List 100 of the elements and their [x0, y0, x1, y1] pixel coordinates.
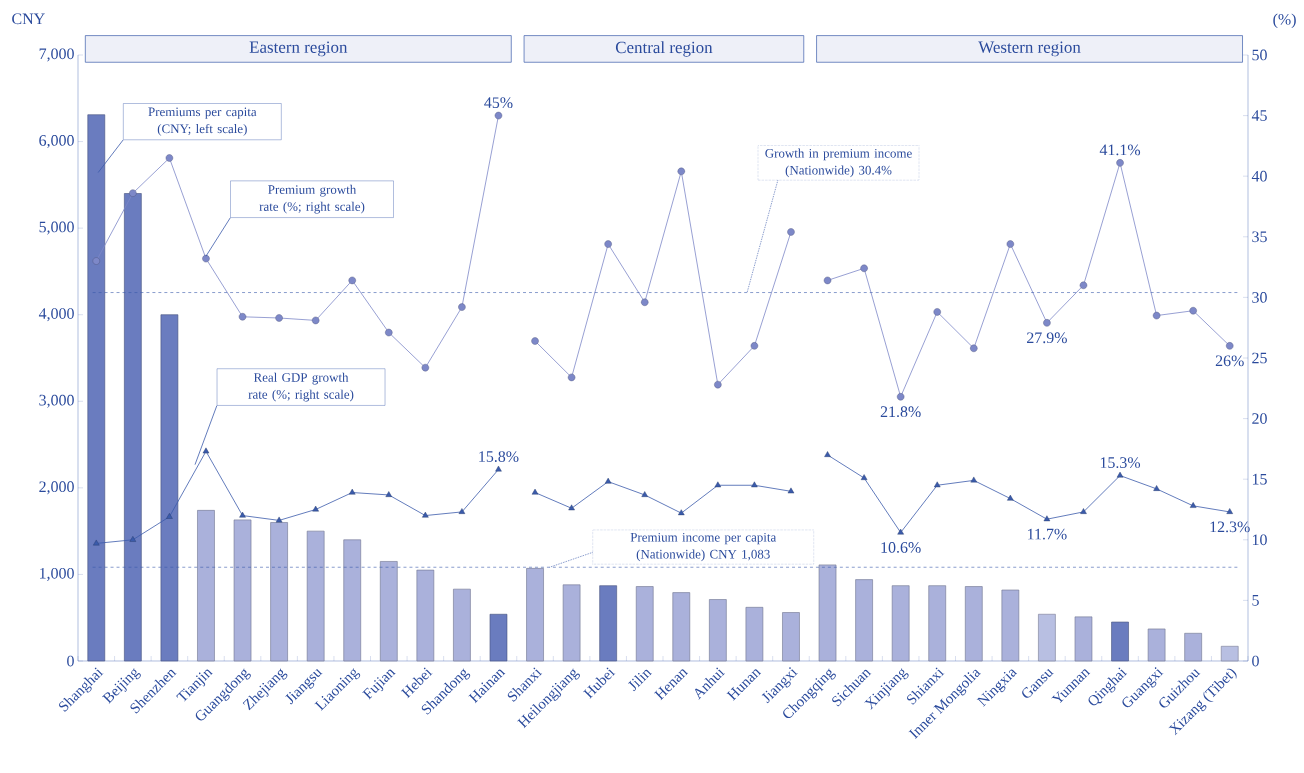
point	[1226, 508, 1233, 514]
annotation: Real GDP growth rate (%; right scale)	[248, 372, 354, 402]
ref-line-label: Premium income per capita (Nationwide) CNY 1,083	[630, 532, 777, 562]
y-tick-label: 7,000	[39, 48, 74, 62]
point	[1116, 471, 1124, 478]
bar	[124, 193, 142, 662]
point	[751, 481, 758, 488]
y2-tick-label: 50	[1252, 49, 1267, 61]
point	[494, 111, 503, 120]
point	[1153, 485, 1160, 491]
point	[934, 481, 941, 488]
annotation: Western region	[978, 41, 1081, 57]
bar	[782, 612, 800, 662]
point	[860, 264, 868, 272]
bar	[1038, 613, 1056, 662]
annotation: Premium growth rate (%; right scale)	[259, 184, 365, 214]
point	[202, 254, 210, 263]
y2-tick-label: 30	[1252, 292, 1267, 303]
bar	[1147, 628, 1166, 662]
data-label: 45%	[484, 97, 513, 109]
point	[568, 504, 575, 511]
bar	[855, 579, 873, 662]
y2-tick-label: 0	[1252, 655, 1259, 667]
data-label: 15.3%	[1100, 457, 1141, 469]
point	[604, 240, 612, 248]
point	[275, 314, 283, 322]
y2-tick-label: 40	[1251, 170, 1267, 182]
bar	[1220, 645, 1239, 662]
annotation: Premiums per capita (CNY; left scale)	[148, 107, 257, 136]
y-tick-label: 1,000	[40, 567, 74, 581]
point	[787, 228, 795, 236]
point	[92, 257, 100, 265]
point	[385, 328, 393, 337]
point	[422, 511, 429, 518]
bar	[964, 586, 983, 662]
bar	[270, 522, 288, 662]
point	[641, 298, 649, 306]
ref-line-label: Growth in premium income (Nationwide) 30.4%	[765, 148, 912, 178]
y-axis-title: CNY	[12, 13, 45, 25]
point	[1152, 311, 1161, 320]
point	[1043, 515, 1051, 522]
point	[1189, 307, 1197, 315]
point	[896, 393, 905, 401]
point	[348, 276, 356, 285]
point	[604, 477, 612, 484]
bar	[1111, 621, 1129, 662]
point	[166, 513, 173, 519]
annotation: Central region	[615, 41, 713, 57]
point	[165, 154, 174, 162]
y2-tick-label: 10	[1252, 534, 1267, 546]
bar	[672, 592, 691, 662]
point	[1007, 494, 1014, 501]
y-tick-label: 4,000	[38, 308, 74, 322]
bar	[1184, 632, 1202, 662]
point	[531, 488, 539, 495]
point	[531, 337, 539, 345]
point	[348, 488, 356, 495]
point	[421, 363, 430, 372]
y2-axis-title: (%)	[1273, 13, 1296, 28]
point	[1079, 281, 1088, 289]
point	[238, 313, 247, 321]
bar	[891, 585, 910, 662]
y-tick-label: 5,000	[39, 221, 74, 235]
bar	[489, 613, 508, 662]
y2-tick-label: 20	[1252, 413, 1267, 424]
point	[129, 189, 137, 197]
bar	[416, 569, 435, 662]
bar	[562, 584, 581, 662]
point	[677, 167, 685, 176]
y-tick-label: 3,000	[39, 394, 74, 408]
point	[1189, 502, 1197, 508]
data-label: 11.7%	[1028, 528, 1067, 540]
point	[311, 316, 320, 325]
point	[970, 344, 978, 352]
point	[239, 511, 246, 518]
y2-tick-label: 25	[1252, 352, 1267, 364]
point	[312, 505, 319, 512]
y-tick-label: 2,000	[39, 481, 74, 495]
bar	[928, 585, 947, 662]
point	[202, 447, 210, 454]
bar	[453, 588, 471, 662]
point	[750, 342, 759, 350]
y2-tick-label: 15	[1252, 473, 1267, 485]
y2-tick-label: 35	[1252, 231, 1267, 243]
bar	[379, 561, 398, 662]
point	[860, 474, 868, 480]
bar	[635, 586, 654, 662]
point	[458, 303, 466, 311]
point	[897, 528, 904, 535]
point	[823, 276, 832, 285]
bar	[197, 510, 215, 662]
data-label: 10.6%	[881, 542, 921, 553]
point	[129, 536, 137, 542]
point	[1226, 342, 1234, 350]
data-label: 41.1%	[1099, 144, 1141, 156]
y-tick-label: 0	[67, 655, 74, 667]
bar	[1074, 616, 1093, 662]
y2-tick-label: 45	[1251, 110, 1267, 121]
point	[385, 491, 393, 497]
data-label: 21.8%	[880, 406, 921, 418]
